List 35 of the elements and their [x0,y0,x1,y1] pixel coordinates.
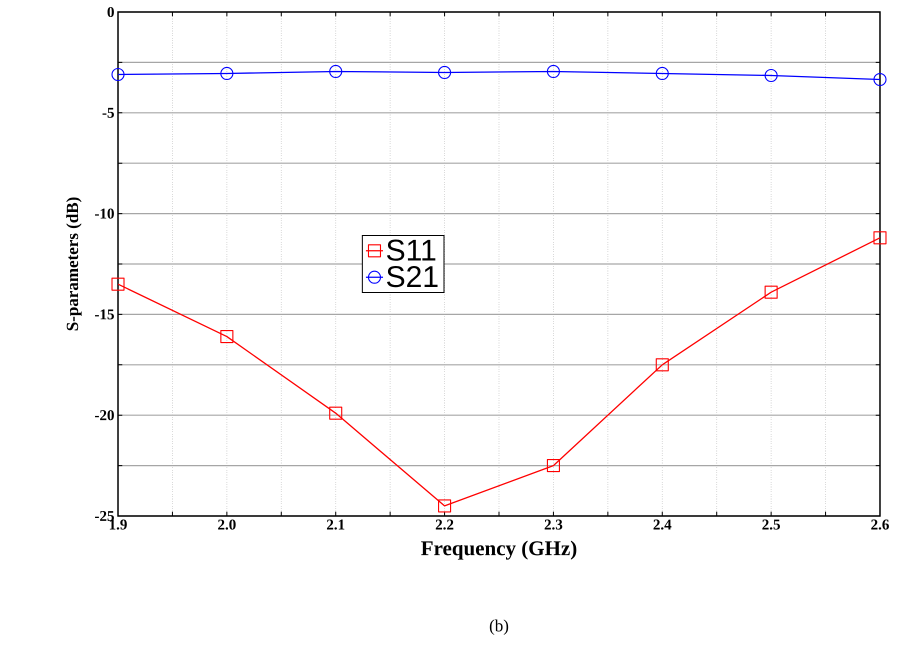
x-axis-title: Frequency (GHz) [421,540,576,560]
legend-label: S11 [386,240,436,261]
y-tick-label: -25 [95,510,114,522]
y-axis-title: S-parameters (dB) [66,197,82,330]
point [546,64,560,78]
point [438,66,452,80]
point [220,66,234,80]
x-tick-label: 2.1 [326,520,344,530]
y-tick-label: -15 [95,309,114,320]
x-tick-label: 2.2 [436,520,454,530]
point [438,499,452,512]
point [220,330,234,344]
y-tick-label: -20 [95,410,114,420]
point [329,406,342,420]
text: (b) [490,620,508,635]
y-tick-label: 0 [108,6,114,18]
x-tick-label: 2.6 [871,520,889,530]
x-tick-label: 1.9 [110,520,127,530]
point [764,68,778,82]
point [873,72,887,86]
x-tick-label: 2.5 [762,520,780,530]
x-tick-label: 2.4 [654,520,672,530]
x-tick-label: 2.3 [544,520,562,530]
point [656,66,669,80]
point [873,231,887,244]
legend-label: S21 [386,266,438,288]
point [329,64,342,78]
y-tick-label: -10 [95,208,114,219]
point [546,459,560,472]
point [764,286,778,299]
y-tick-label: -5 [102,108,114,118]
x-tick-label: 2.0 [218,520,236,530]
point [111,278,125,291]
point [656,358,669,372]
point [111,68,125,82]
